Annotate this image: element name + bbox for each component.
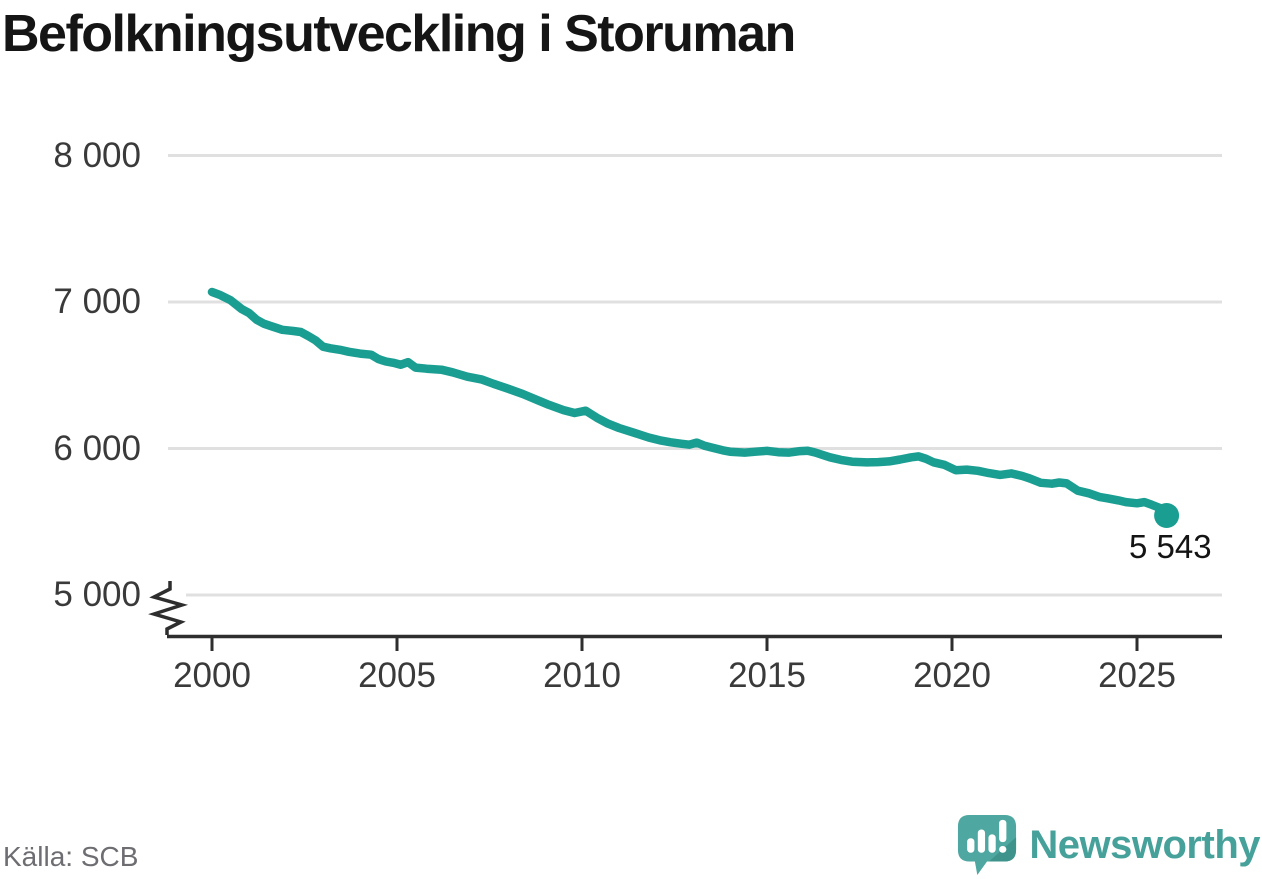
chart-title: Befolkningsutveckling i Storuman [2,5,796,63]
x-axis-tick-2000: 2000 [173,656,251,695]
x-axis-tick-2020: 2020 [913,656,991,695]
y-axis-break-icon [148,581,189,635]
newsworthy-wordmark: Newsworthy [1029,823,1260,867]
x-axis-tick-2025: 2025 [1098,656,1176,695]
x-axis-tick-2005: 2005 [358,656,436,695]
y-axis-tick-6000: 6 000 [53,428,141,468]
x-axis-tick-2015: 2015 [728,656,806,695]
source-note: Källa: SCB [3,841,139,872]
y-axis-tick-8000: 8 000 [53,135,141,175]
latest-value-label: 5 543 [1129,528,1212,566]
newsworthy-logo[interactable]: Newsworthy [956,812,1260,878]
newsworthy-bubble-chart-icon [956,813,1018,877]
y-axis-tick-7000: 7 000 [53,282,141,321]
population-series-line [207,287,1171,520]
y-axis-tick-5000: 5 000 [53,575,141,614]
x-axis-tick-2010: 2010 [543,656,621,695]
latest-value-dot [1154,503,1180,528]
